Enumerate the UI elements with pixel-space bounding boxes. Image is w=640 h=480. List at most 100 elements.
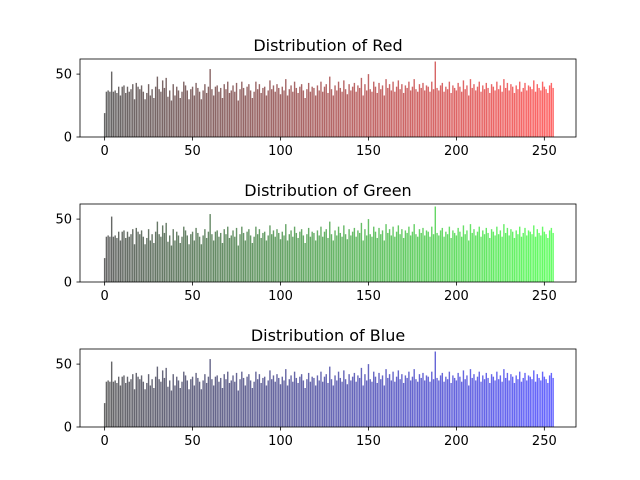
bar xyxy=(197,232,199,282)
bar xyxy=(517,379,519,427)
bar xyxy=(469,79,472,137)
bar xyxy=(297,382,299,427)
bar xyxy=(112,381,115,427)
bar xyxy=(193,95,196,137)
bar xyxy=(269,225,271,282)
x-tick-label: 0 xyxy=(100,144,108,159)
bar xyxy=(504,232,507,282)
bar xyxy=(212,95,215,137)
bar xyxy=(469,224,472,282)
x-tick-label: 200 xyxy=(444,144,469,159)
bar xyxy=(519,371,521,427)
bar xyxy=(190,89,192,137)
bar xyxy=(227,81,229,137)
bar xyxy=(511,376,514,427)
bar xyxy=(263,231,266,282)
bar xyxy=(499,85,502,137)
bar xyxy=(232,375,234,427)
bar xyxy=(350,235,352,282)
bar xyxy=(520,236,523,282)
bar xyxy=(374,376,377,427)
bar xyxy=(188,389,190,427)
bar xyxy=(307,372,310,427)
bar xyxy=(276,374,278,427)
bar xyxy=(473,374,475,427)
bar xyxy=(332,95,334,137)
bar xyxy=(374,231,377,282)
bar xyxy=(132,229,134,282)
bar xyxy=(394,91,396,137)
bar xyxy=(211,379,213,427)
bar xyxy=(409,380,412,427)
bar xyxy=(369,379,371,427)
bar xyxy=(462,225,465,282)
bar xyxy=(506,82,509,137)
bar xyxy=(227,371,229,427)
bar xyxy=(350,380,352,427)
bar xyxy=(142,91,145,137)
bar xyxy=(271,379,273,427)
bar xyxy=(327,382,329,427)
bar xyxy=(290,85,292,137)
bar xyxy=(392,371,394,427)
bar xyxy=(471,87,473,137)
bar xyxy=(274,236,276,282)
bar xyxy=(253,236,255,282)
bar xyxy=(179,98,181,137)
bar xyxy=(253,381,255,427)
bar xyxy=(448,81,451,137)
bar xyxy=(508,380,510,427)
bar xyxy=(248,229,250,282)
bar xyxy=(399,89,401,137)
bar xyxy=(123,230,125,282)
bar xyxy=(402,382,405,427)
bar xyxy=(473,84,475,137)
bar xyxy=(534,381,537,427)
bar xyxy=(357,85,359,137)
bar xyxy=(195,227,197,282)
bar xyxy=(151,89,153,137)
bar xyxy=(144,99,146,137)
bar xyxy=(390,235,393,282)
bar xyxy=(156,366,159,427)
bar xyxy=(281,231,283,282)
bar xyxy=(387,87,389,137)
bar xyxy=(260,92,262,137)
bar xyxy=(385,79,387,137)
bar xyxy=(504,87,507,137)
bar xyxy=(306,89,308,137)
bar xyxy=(510,84,512,137)
bar xyxy=(288,379,291,427)
bar xyxy=(550,227,553,282)
bar xyxy=(490,84,493,137)
bar xyxy=(550,82,553,137)
bar xyxy=(538,87,540,137)
bar xyxy=(202,380,204,427)
bar xyxy=(323,86,326,137)
bar xyxy=(269,80,271,137)
bar xyxy=(383,385,385,427)
x-tick-label: 250 xyxy=(532,434,557,449)
bar xyxy=(383,95,385,137)
bar xyxy=(519,81,521,137)
bar xyxy=(188,99,190,137)
bar xyxy=(520,91,523,137)
bar xyxy=(300,374,303,427)
bar xyxy=(263,376,266,427)
bar xyxy=(388,84,391,137)
bar xyxy=(545,234,547,282)
bar xyxy=(170,245,173,282)
bar xyxy=(125,382,127,427)
bar xyxy=(510,374,512,427)
bar xyxy=(343,370,345,427)
bar xyxy=(339,87,342,137)
bar xyxy=(290,375,292,427)
bar xyxy=(246,376,248,427)
bar xyxy=(279,94,282,137)
bar xyxy=(358,87,361,137)
bar xyxy=(457,372,459,427)
bar xyxy=(246,86,248,137)
bar xyxy=(278,87,280,137)
bar xyxy=(466,230,468,282)
bar xyxy=(244,385,247,427)
